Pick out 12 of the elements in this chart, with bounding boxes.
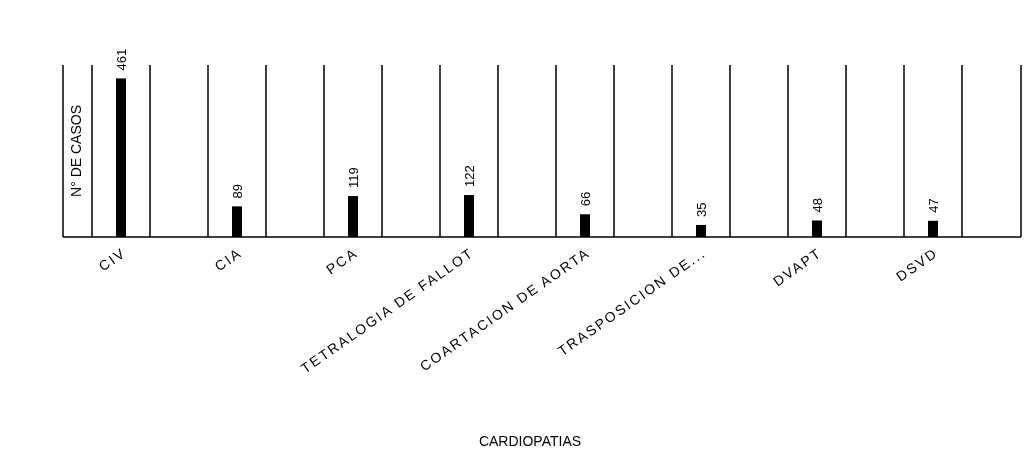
data-label: 48 (810, 198, 825, 213)
data-label: 35 (694, 202, 709, 217)
data-label: 66 (578, 191, 593, 207)
x-axis-title: CARDIOPATIAS (478, 433, 582, 449)
data-label: 89 (230, 183, 245, 199)
y-axis-title: N° DE CASOS (68, 105, 84, 197)
data-label: 47 (926, 198, 941, 213)
data-label: 122 (462, 165, 477, 188)
data-label: 119 (346, 167, 361, 189)
x-tick-label: CIA (211, 244, 245, 275)
x-tick-label: CIV (95, 244, 129, 275)
data-label: 461 (114, 48, 129, 71)
